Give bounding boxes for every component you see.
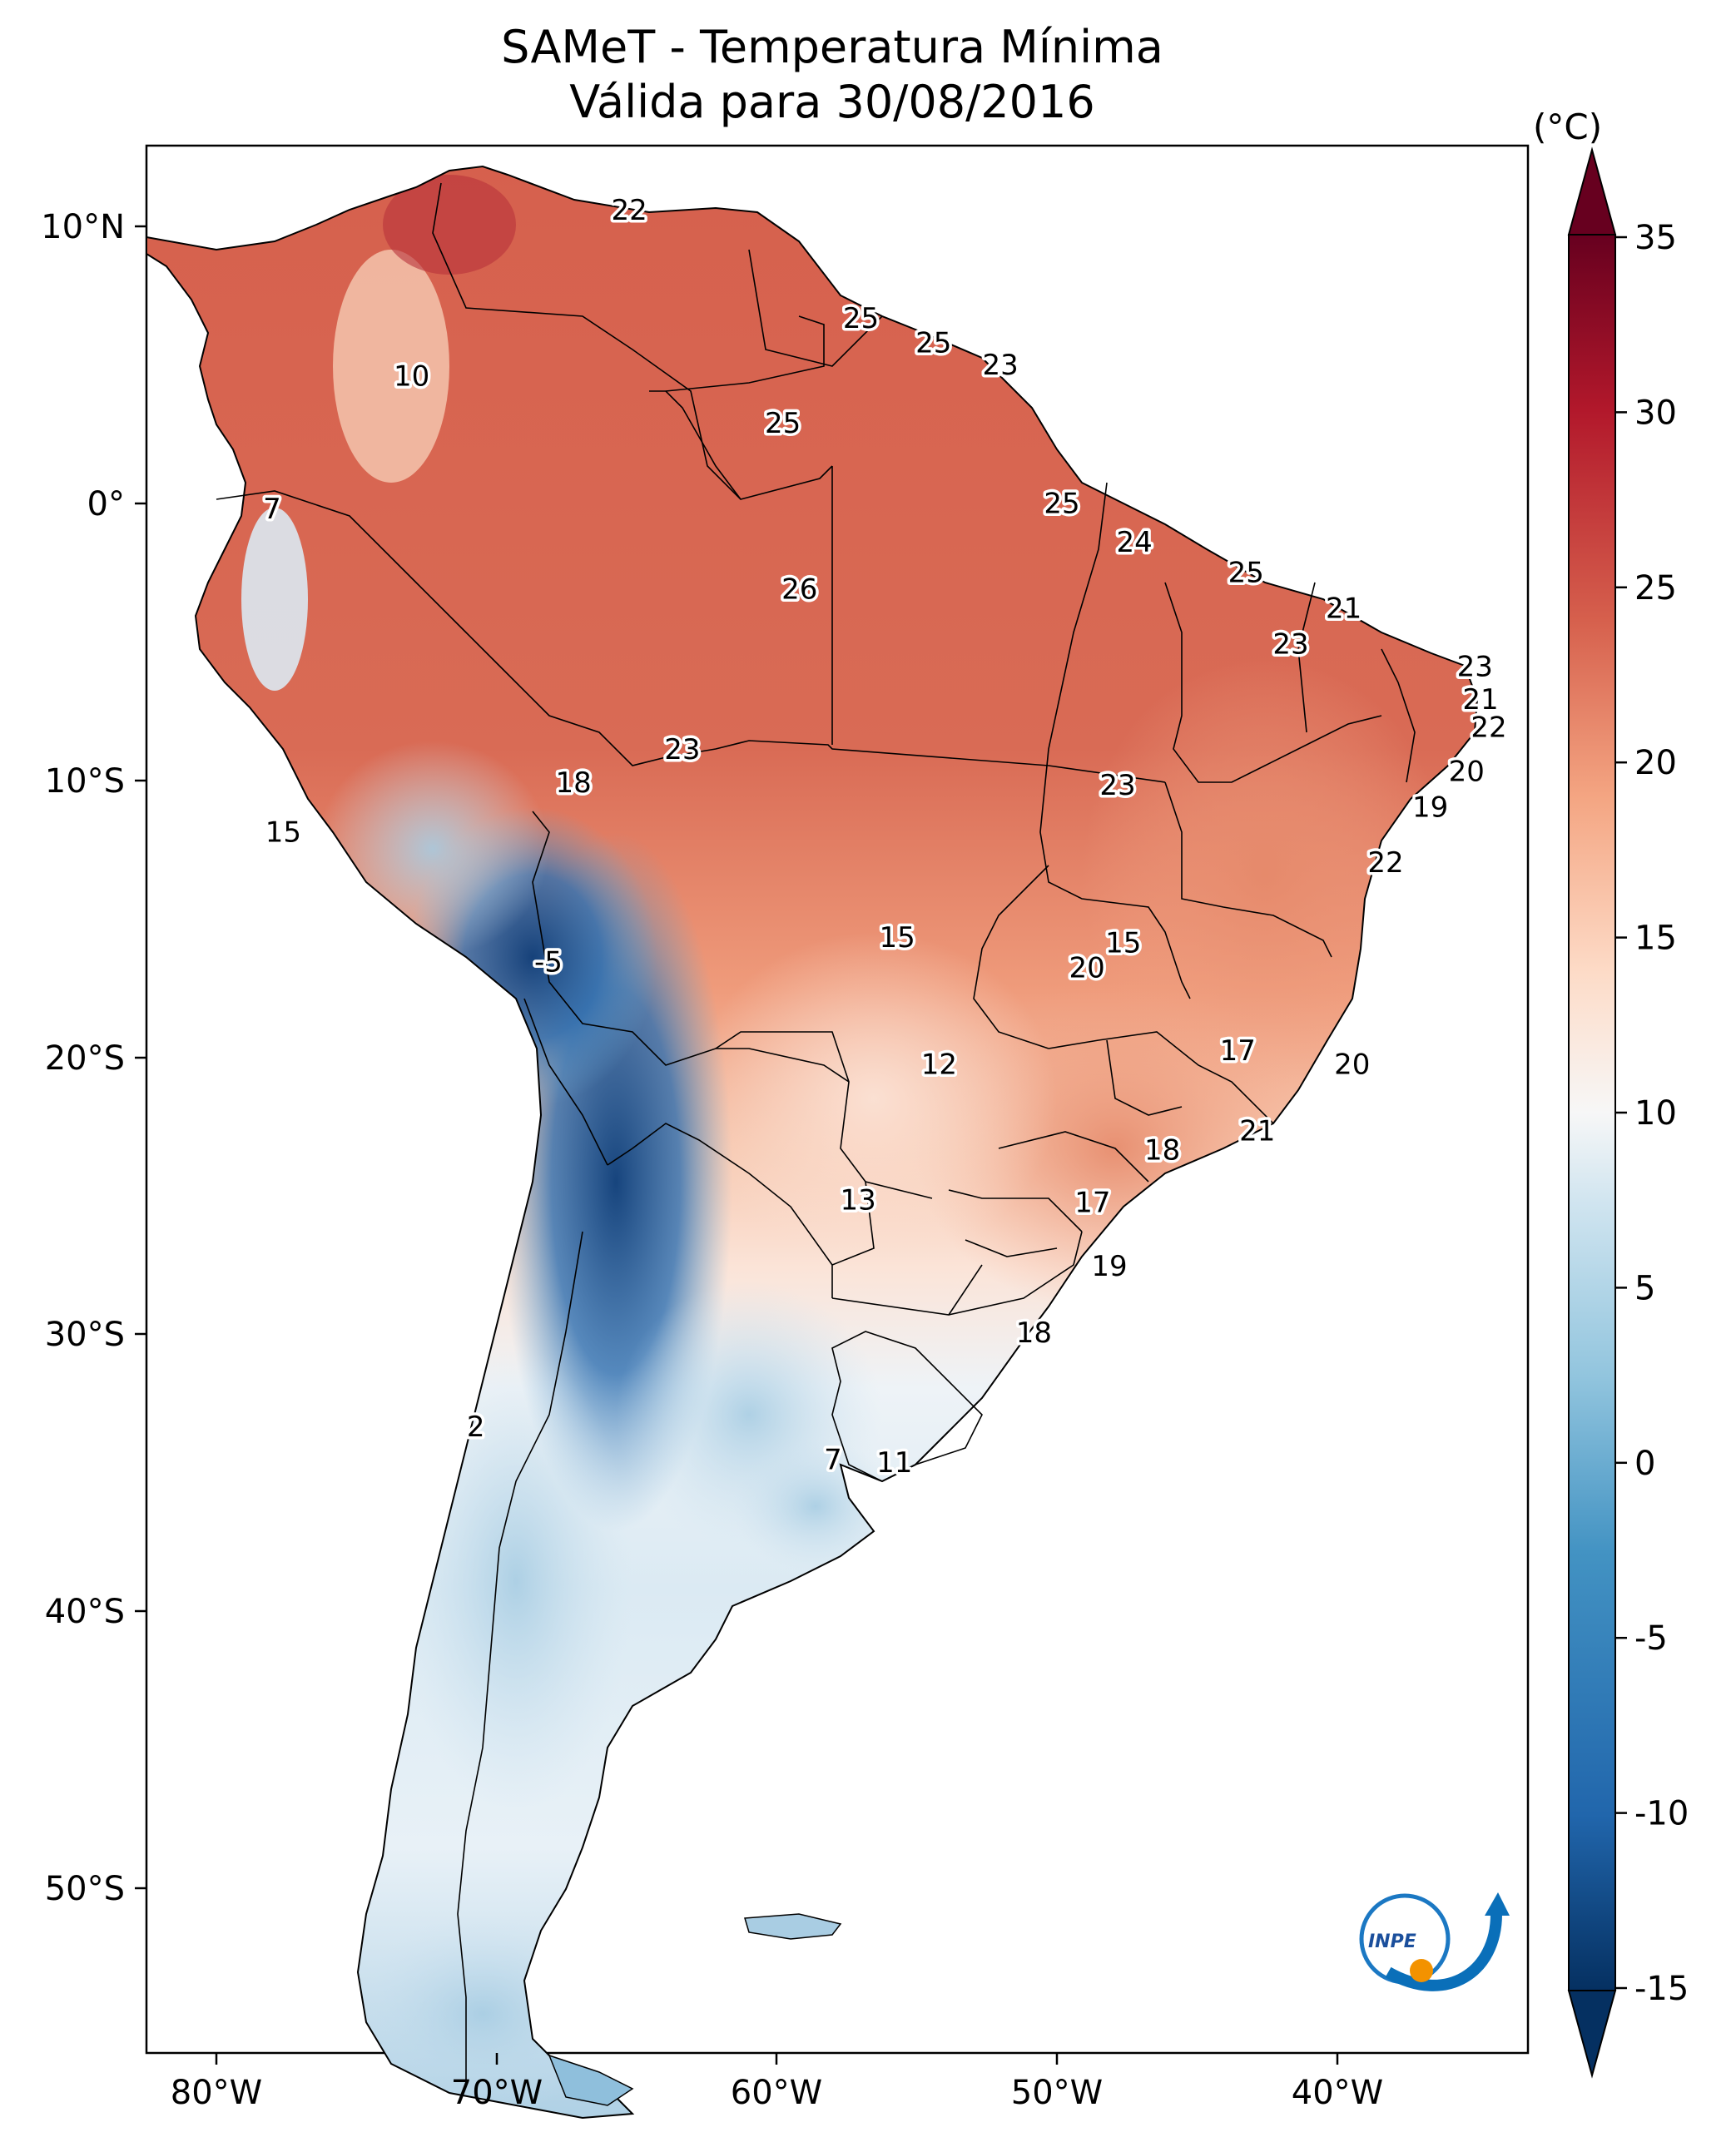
map-title: SAMeT - Temperatura Mínima Válida para 3… xyxy=(0,20,1664,130)
colorbar-tick-label: 30 xyxy=(1634,394,1677,432)
colorbar-unit-label: (°C) xyxy=(1533,107,1603,147)
lon-label-70w: 70°W xyxy=(451,2074,543,2112)
axis-ticks xyxy=(135,225,1339,2065)
country-borders xyxy=(216,182,1416,2080)
colorbar-tick-label: 10 xyxy=(1634,1094,1677,1133)
temperature-value-label: 20 xyxy=(1334,1049,1370,1082)
lat-label-10n: 10°N xyxy=(41,208,125,246)
temperature-value-label: 25 xyxy=(843,302,879,335)
lat-label-40s: 40°S xyxy=(45,1593,125,1631)
temperature-value-label: 19 xyxy=(1091,1250,1127,1283)
colorbar-tick-label: 25 xyxy=(1634,569,1677,607)
colorbar-tick-label: 15 xyxy=(1634,920,1677,958)
temperature-value-label: 25 xyxy=(915,327,951,360)
temperature-value-label: 26 xyxy=(781,573,817,606)
temperature-value-label: 11 xyxy=(876,1446,912,1480)
colorbar-tick-label: -10 xyxy=(1634,1795,1689,1833)
lon-label-80w: 80°W xyxy=(171,2074,262,2112)
temperature-value-label: 13 xyxy=(841,1183,876,1217)
temperature-value-label: 15 xyxy=(265,816,301,850)
temperature-value-label: 7 xyxy=(263,493,281,526)
lon-label-40w: 40°W xyxy=(1292,2074,1383,2112)
temperature-value-label: 25 xyxy=(1228,556,1264,589)
temperature-value-label: 10 xyxy=(394,360,429,394)
temperature-value-label: 23 xyxy=(1099,769,1135,802)
lon-label-60w: 60°W xyxy=(731,2074,822,2112)
temperature-value-label: 22 xyxy=(1367,846,1403,880)
title-line-2: Válida para 30/08/2016 xyxy=(569,76,1095,128)
colorbar-tick-label: -15 xyxy=(1634,1970,1689,2008)
temperature-value-label: 21 xyxy=(1239,1114,1275,1148)
temperature-value-label: 22 xyxy=(1471,711,1506,744)
latitude-labels: 10°N 0° 10°S 20°S 30°S 40°S 50°S xyxy=(41,208,125,1908)
title-line-1: SAMeT - Temperatura Mínima xyxy=(501,21,1163,73)
temperature-value-label: 17 xyxy=(1220,1034,1256,1068)
colorbar: 35 30 25 20 15 10 5 0 -5 -10 -15 xyxy=(1567,146,1689,2079)
colorbar-tick-label: 20 xyxy=(1634,744,1677,782)
temperature-value-label: 25 xyxy=(1044,487,1079,520)
temperature-value-label: 23 xyxy=(1272,628,1308,662)
colorbar-tick-label: -5 xyxy=(1634,1619,1668,1658)
lat-label-30s: 30°S xyxy=(45,1316,125,1354)
temperature-value-label: 18 xyxy=(555,766,591,800)
lat-label-50s: 50°S xyxy=(45,1870,125,1908)
temperature-value-label: 23 xyxy=(983,349,1019,382)
temperature-value-label: -5 xyxy=(534,946,563,979)
lon-label-50w: 50°W xyxy=(1011,2074,1103,2112)
inpe-logo-text: INPE xyxy=(1368,1931,1416,1952)
temperature-value-label: 15 xyxy=(879,921,915,955)
temperature-value-label: 21 xyxy=(1326,593,1362,626)
temperature-value-label: 17 xyxy=(1074,1187,1110,1220)
colorbar-bottom-extension xyxy=(1567,1990,1617,2079)
temperature-value-label: 18 xyxy=(1144,1134,1180,1168)
temperature-value-label: 21 xyxy=(1462,683,1498,717)
lat-label-0: 0° xyxy=(87,485,125,523)
temperature-value-label: 19 xyxy=(1412,791,1448,825)
lat-label-20s: 20°S xyxy=(45,1039,125,1078)
colorbar-tick-label: 5 xyxy=(1634,1269,1655,1307)
temperature-value-label: 24 xyxy=(1117,526,1153,559)
colorbar-ticks: 35 30 25 20 15 10 5 0 -5 -10 -15 xyxy=(1615,219,1689,2008)
colorbar-body xyxy=(1568,234,1616,1991)
colorbar-top-extension xyxy=(1567,146,1617,236)
temperature-value-label: 2 xyxy=(467,1411,485,1444)
colorbar-tick-label: 0 xyxy=(1634,1445,1655,1483)
temperature-value-label: 7 xyxy=(824,1444,842,1477)
temperature-value-label: 22 xyxy=(612,194,647,227)
islands xyxy=(548,1913,842,2106)
temperature-value-label: 23 xyxy=(1457,650,1493,683)
temperature-value-label: 25 xyxy=(765,407,801,440)
temperature-value-label: 18 xyxy=(1016,1316,1052,1350)
temperature-value-label: 15 xyxy=(1105,926,1141,959)
inpe-logo: INPE xyxy=(1359,1892,1510,1991)
temperature-value-label: 20 xyxy=(1449,756,1485,789)
longitude-labels: 80°W 70°W 60°W 50°W 40°W xyxy=(171,2074,1383,2112)
temperature-value-label: 23 xyxy=(664,733,700,766)
temperature-value-label: 20 xyxy=(1069,951,1105,984)
lat-label-10s: 10°S xyxy=(45,762,125,801)
temperature-value-label: 12 xyxy=(921,1049,957,1082)
colorbar-tick-label: 35 xyxy=(1634,219,1677,257)
